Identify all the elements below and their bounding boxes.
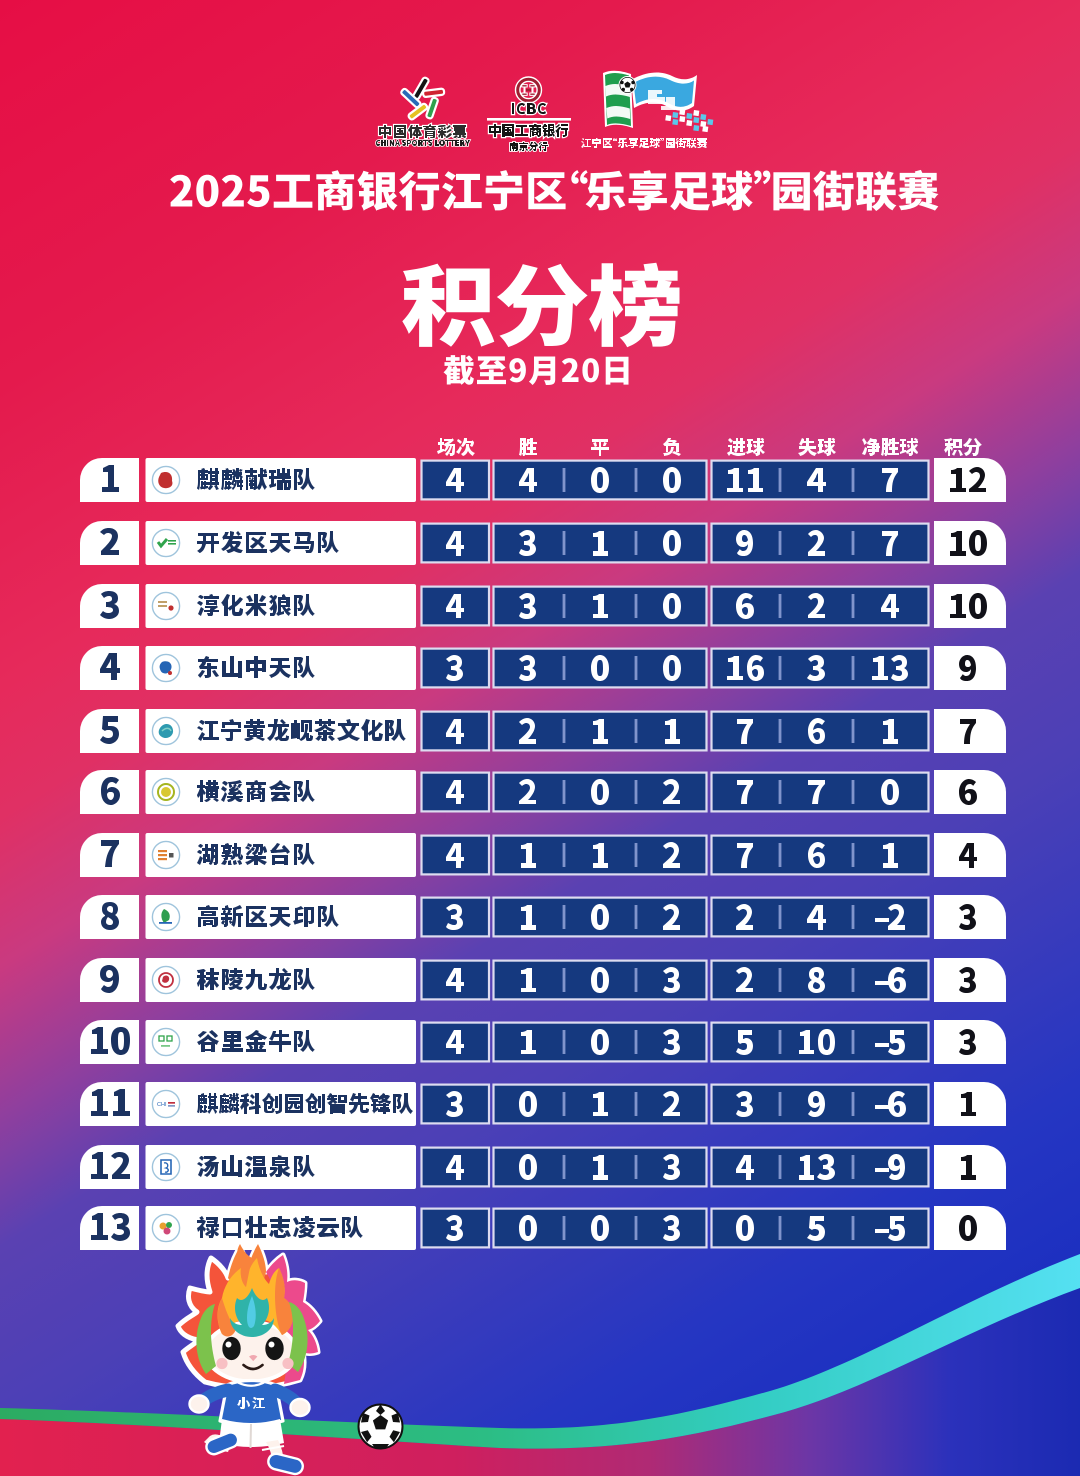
- svg-text:CHI: CHI: [157, 1102, 167, 1108]
